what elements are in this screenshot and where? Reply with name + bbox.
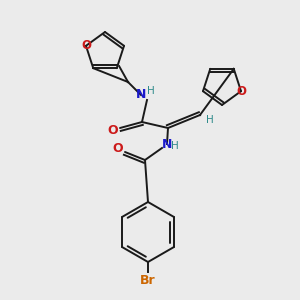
Text: O: O: [81, 39, 91, 52]
Text: Br: Br: [140, 274, 156, 286]
Text: O: O: [108, 124, 118, 136]
Text: H: H: [171, 141, 179, 151]
Text: N: N: [162, 137, 172, 151]
Text: O: O: [236, 85, 246, 98]
Text: H: H: [206, 115, 214, 125]
Text: H: H: [147, 86, 155, 96]
Text: O: O: [113, 142, 123, 155]
Text: N: N: [136, 88, 146, 101]
